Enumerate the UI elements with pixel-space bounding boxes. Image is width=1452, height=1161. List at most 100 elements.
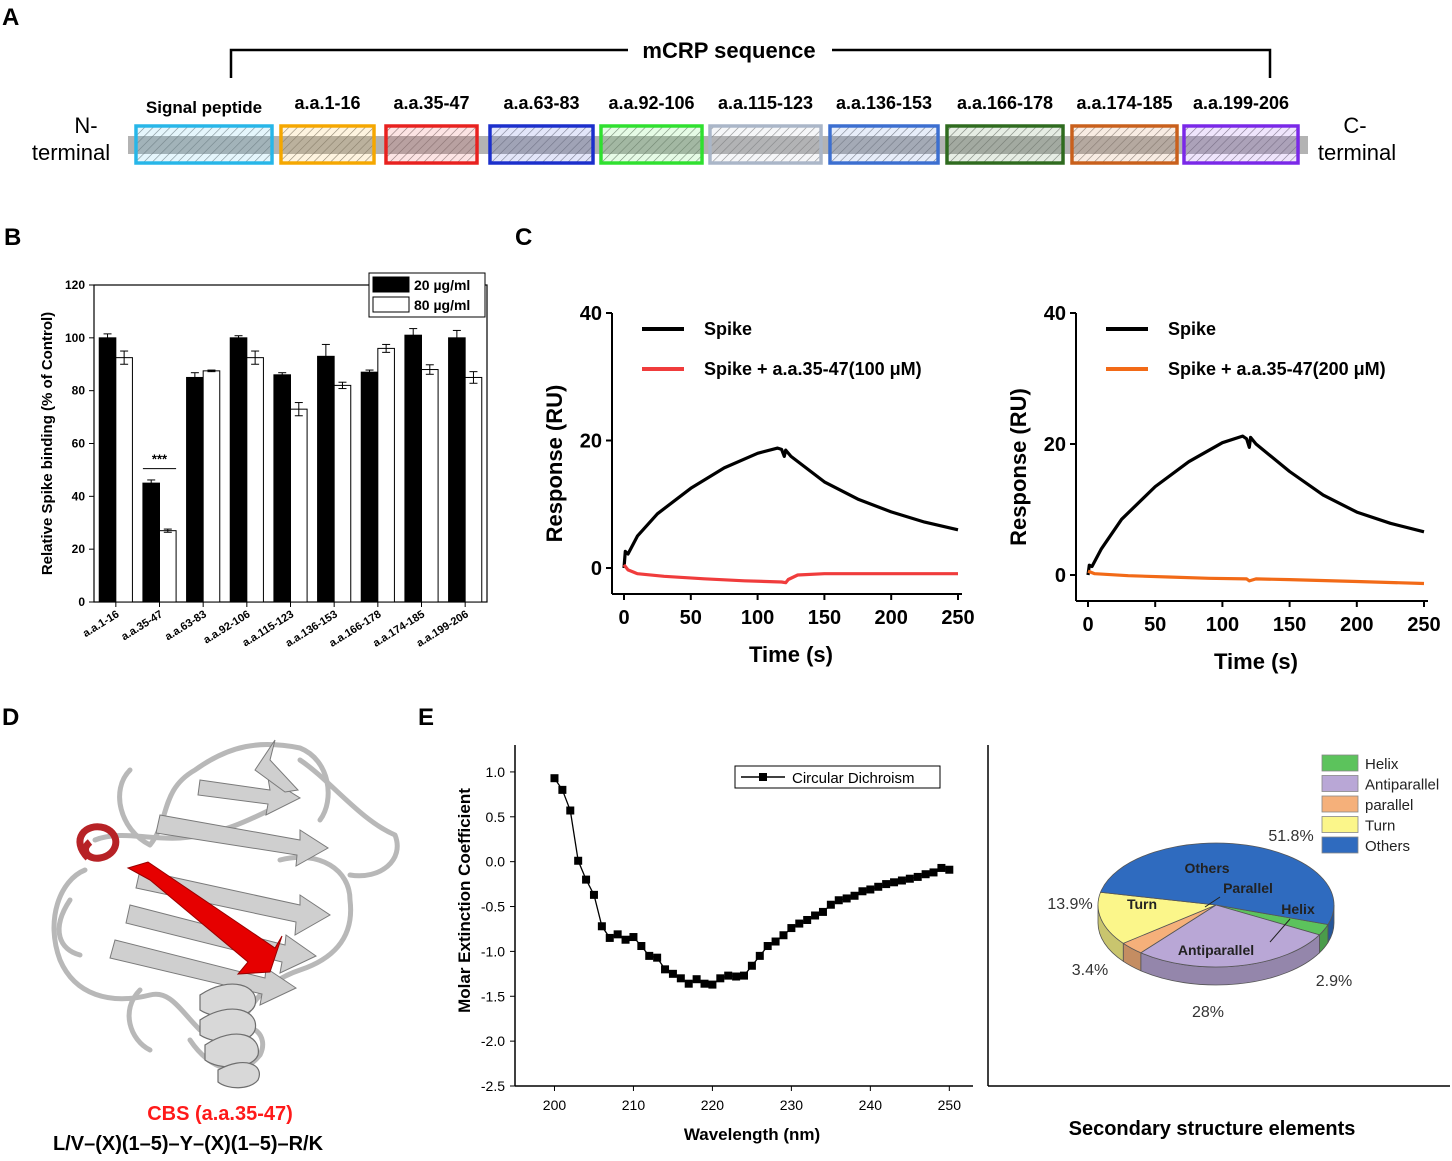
y-tick-label: -2.0 xyxy=(481,1033,505,1049)
pie-leader xyxy=(1204,896,1221,908)
segment-box-a.a.136-153 xyxy=(828,124,940,165)
cd-point xyxy=(803,915,812,924)
cd-point xyxy=(692,975,701,984)
segment-label: a.a.1-16 xyxy=(294,93,360,113)
significance-label: *** xyxy=(152,451,168,466)
pie-slice-Antiparallel xyxy=(1139,904,1321,968)
y-tick-label: 120 xyxy=(65,278,85,292)
cd-point xyxy=(755,951,764,960)
cd-point xyxy=(795,919,804,928)
pie-pct-Turn: 13.9% xyxy=(1047,896,1092,913)
legend-label: Turn xyxy=(1365,818,1395,835)
segment-label: a.a.199-206 xyxy=(1193,93,1289,113)
segment-fill xyxy=(283,128,372,161)
cd-point xyxy=(700,979,709,988)
x-tick-label: 0 xyxy=(618,607,629,629)
n-terminal-label-1: N- xyxy=(74,113,97,138)
cd-point xyxy=(874,882,883,891)
legend: 20 µg/ml 80 µg/ml xyxy=(368,272,486,318)
cd-point xyxy=(653,953,662,962)
panel-letter-a: A xyxy=(2,4,19,31)
x-tick-label: 200 xyxy=(1340,614,1373,636)
bar-a.a.166-178-80 xyxy=(377,347,395,603)
sequence-title: mCRP sequence xyxy=(642,38,815,63)
cd-point xyxy=(597,922,606,931)
n-terminal-label-2: terminal xyxy=(32,140,110,165)
segment-box-a.a.174-185 xyxy=(1070,124,1179,165)
cd-point xyxy=(921,870,930,879)
sequence-map: mCRP sequence N- terminal C- terminal Si… xyxy=(32,38,1396,165)
cd-point xyxy=(732,972,741,981)
x-tick-label: 230 xyxy=(780,1097,804,1113)
cd-point xyxy=(771,937,780,946)
cd-point xyxy=(897,876,906,885)
cd-point xyxy=(637,942,646,951)
x-tick-label: 210 xyxy=(622,1097,646,1113)
segment-fill xyxy=(388,128,475,161)
pie-inner-label: Antiparallel xyxy=(1178,942,1254,958)
cd-point xyxy=(763,942,772,951)
cd-point xyxy=(582,875,591,884)
cd-point xyxy=(589,890,598,899)
protein-structure-image: CBS (a.a.35-47) L/V–(X)(1–5)–Y–(X)(1–5)–… xyxy=(51,739,400,1155)
pie-inner-label: Others xyxy=(1184,860,1229,876)
segment-box-a.a.63-83 xyxy=(488,124,595,165)
cd-point xyxy=(621,935,630,944)
cd-point xyxy=(811,911,820,920)
segment-fill xyxy=(492,128,591,161)
series-line-0 xyxy=(622,446,959,569)
x-tick-label: 150 xyxy=(1273,614,1306,636)
y-axis-label: Response (RU) xyxy=(542,385,567,543)
cd-point xyxy=(913,872,922,881)
cd-point xyxy=(708,980,717,989)
cd-spectrum-chart: -2.5 -2.0 -1.5 -1.0 -0.5 0.0 0.5 1.0 200 210 220 23… xyxy=(455,745,973,1144)
segment-box-a.a.92-106 xyxy=(599,124,704,165)
legend-label: Antiparallel xyxy=(1365,777,1439,794)
series-line-0 xyxy=(1086,434,1425,576)
cbs-motif: L/V–(X)(1–5)–Y–(X)(1–5)–R/K xyxy=(53,1133,324,1155)
segment-fill xyxy=(949,128,1061,161)
bar-a.a.166-178-20 xyxy=(360,371,379,603)
cd-point xyxy=(945,865,954,874)
x-tick-label: 100 xyxy=(1206,614,1239,636)
cd-point xyxy=(905,874,914,883)
pie-pct-Antiparallel: 28% xyxy=(1192,1004,1224,1021)
pie-pct-parallel: 3.4% xyxy=(1072,962,1108,979)
panel-letter-e: E xyxy=(418,704,434,731)
segment-label: a.a.136-153 xyxy=(836,93,932,113)
pie-pct-Helix: 2.9% xyxy=(1316,973,1352,990)
cd-point xyxy=(787,924,796,933)
cd-point xyxy=(882,880,891,889)
cd-point xyxy=(645,951,654,960)
cd-point xyxy=(676,974,685,983)
cd-point xyxy=(684,979,693,988)
legend-swatch xyxy=(1321,816,1359,833)
panel-letter-b: B xyxy=(4,224,21,251)
pie-leader xyxy=(1269,918,1291,943)
pie-slice-Turn xyxy=(1097,891,1217,944)
c-terminal-label-2: terminal xyxy=(1318,140,1396,165)
segment-label: a.a.92-106 xyxy=(608,93,694,113)
x-tick-label: 250 xyxy=(941,607,974,629)
legend-swatch xyxy=(372,276,410,293)
y-tick-label: 0.5 xyxy=(486,809,506,825)
y-tick-label: 0 xyxy=(1055,565,1066,587)
segment-fill xyxy=(712,128,819,161)
cd-point xyxy=(842,894,851,903)
cd-point xyxy=(716,974,725,983)
segment-fill xyxy=(1186,128,1296,161)
x-axis-label: Wavelength (nm) xyxy=(684,1125,820,1144)
y-tick-label: 20 xyxy=(580,431,602,453)
y-tick-label: 0.0 xyxy=(486,854,506,870)
segment-label: a.a.115-123 xyxy=(718,93,813,113)
x-tick-label: 0 xyxy=(1082,614,1093,636)
cd-point xyxy=(937,863,946,872)
segment-label: a.a.35-47 xyxy=(393,93,469,113)
cbs-highlight xyxy=(76,823,283,975)
bar-a.a.115-123-80 xyxy=(290,408,308,603)
y-tick-label: 80 xyxy=(72,384,86,398)
legend-label: Spike + a.a.35-47(100 μM) xyxy=(704,359,922,379)
y-axis-label: Relative Spike binding (% of Control) xyxy=(39,312,56,575)
legend-swatch xyxy=(372,296,410,313)
